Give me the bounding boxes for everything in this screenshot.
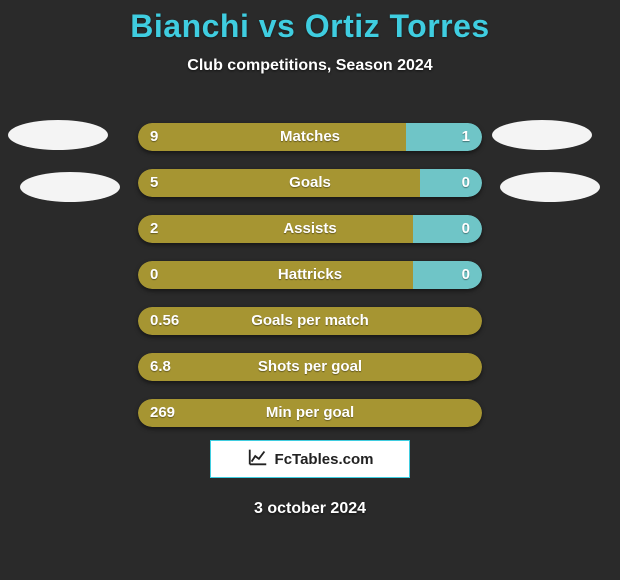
stat-label: Goals per match xyxy=(138,307,482,335)
stat-row: 00Hattricks xyxy=(138,261,482,289)
page-subtitle: Club competitions, Season 2024 xyxy=(0,57,620,75)
chart-icon xyxy=(247,446,269,473)
stat-row: 0.56Goals per match xyxy=(138,307,482,335)
stat-row: 50Goals xyxy=(138,169,482,197)
brand-text: FcTables.com xyxy=(275,451,374,468)
stat-row: 6.8Shots per goal xyxy=(138,353,482,381)
stat-label: Hattricks xyxy=(138,261,482,289)
stat-label: Matches xyxy=(138,123,482,151)
stat-label: Goals xyxy=(138,169,482,197)
stat-row: 91Matches xyxy=(138,123,482,151)
player-ellipse-left xyxy=(8,120,108,150)
stat-row: 20Assists xyxy=(138,215,482,243)
brand-footer[interactable]: FcTables.com xyxy=(210,440,410,478)
page-title: Bianchi vs Ortiz Torres xyxy=(0,0,620,45)
player-ellipse-left xyxy=(20,172,120,202)
stat-label: Shots per goal xyxy=(138,353,482,381)
stat-row: 269Min per goal xyxy=(138,399,482,427)
stat-label: Min per goal xyxy=(138,399,482,427)
stat-label: Assists xyxy=(138,215,482,243)
page-date: 3 october 2024 xyxy=(0,500,620,518)
player-ellipse-right xyxy=(492,120,592,150)
player-ellipse-right xyxy=(500,172,600,202)
